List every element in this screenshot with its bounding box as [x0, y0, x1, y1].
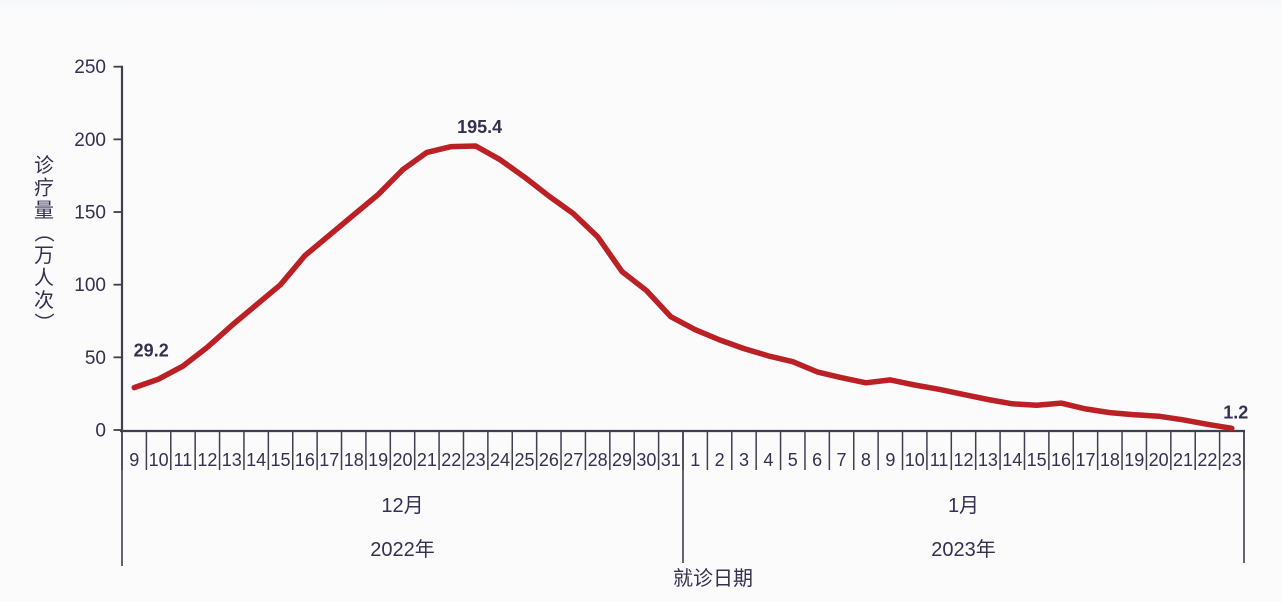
day-label: 18: [344, 450, 364, 470]
y-axis-title-char: 次: [34, 289, 54, 312]
day-label: 25: [514, 450, 534, 470]
day-label: 1: [690, 450, 700, 470]
day-label: 31: [661, 450, 681, 470]
day-label: 3: [739, 450, 749, 470]
y-axis-title-char: 人: [34, 267, 54, 290]
day-label: 14: [1002, 450, 1022, 470]
day-label: 19: [368, 450, 388, 470]
day-label: 6: [812, 450, 822, 470]
data-label: 1.2: [1223, 402, 1248, 422]
day-label: 16: [1051, 450, 1071, 470]
y-axis-title-char: 诊: [34, 154, 54, 177]
y-axis-title-char: 万: [34, 245, 54, 267]
day-label: 12: [953, 450, 973, 470]
month-label: 12月: [381, 495, 423, 517]
x-axis: 9 10 11 12 13 14 15 16 17 18 19 20 21 22 23 24 25 26 27 28 2…: [120, 429, 1245, 566]
day-label: 17: [1075, 450, 1095, 470]
day-label: 21: [417, 450, 437, 470]
day-label: 20: [392, 450, 412, 470]
day-label: 19: [1124, 450, 1144, 470]
day-label: 8: [861, 450, 871, 470]
year-label: 2023年: [931, 538, 996, 561]
day-label: 18: [1100, 450, 1120, 470]
day-label: 9: [129, 450, 139, 470]
day-label: 27: [563, 450, 583, 470]
day-label: 17: [319, 450, 339, 470]
y-tick-label: 200: [74, 130, 106, 151]
day-label: 16: [295, 450, 315, 470]
day-label: 10: [149, 450, 169, 470]
day-label: 23: [1222, 450, 1242, 470]
day-label: 23: [466, 450, 486, 470]
data-label: 29.2: [134, 341, 169, 361]
data-label: 195.4: [457, 117, 502, 137]
y-tick-label: 0: [95, 421, 106, 442]
day-label: 30: [636, 450, 656, 470]
day-label: 11: [174, 450, 193, 470]
day-label: 7: [837, 450, 847, 470]
day-label: 24: [490, 450, 510, 470]
day-label: 14: [246, 450, 266, 470]
day-label: 11: [930, 450, 949, 470]
day-label: 12: [197, 450, 217, 470]
y-tick-label: 50: [85, 348, 106, 369]
y-tick-label: 100: [74, 275, 106, 296]
y-axis: 0 50 100 150 200 250: [74, 57, 124, 442]
day-label: 10: [905, 450, 925, 470]
day-label: 26: [539, 450, 559, 470]
day-label: 21: [1173, 450, 1193, 470]
day-label: 4: [763, 450, 773, 470]
day-label: 5: [788, 450, 798, 470]
x-axis-title: 就诊日期: [673, 567, 753, 590]
y-axis-title-char: （: [32, 223, 55, 243]
day-label: 22: [441, 450, 461, 470]
y-tick-label: 150: [74, 203, 106, 224]
y-tick-label: 250: [74, 57, 106, 78]
year-label: 2022年: [370, 538, 435, 561]
day-label: 15: [1027, 450, 1047, 470]
day-label: 22: [1197, 450, 1217, 470]
day-label: 13: [978, 450, 998, 470]
day-label: 2: [715, 450, 725, 470]
day-label: 20: [1149, 450, 1169, 470]
series-line: [131, 143, 1235, 432]
month-label: 1月: [948, 495, 979, 517]
day-label: 15: [271, 450, 291, 470]
day-label: 13: [222, 450, 242, 470]
axis-titles: 就诊日期 诊疗量（万人次）: [32, 154, 753, 590]
y-axis-title-char: ）: [32, 313, 55, 333]
day-label: 9: [885, 450, 895, 470]
day-label: 29: [612, 450, 632, 470]
y-axis-title-char: 量: [34, 200, 54, 222]
y-axis-title-char: 疗: [34, 177, 54, 200]
annotations: 29.2 195.4 1.2: [134, 117, 1249, 422]
day-label: 28: [588, 450, 608, 470]
series-line-group: [131, 143, 1235, 432]
